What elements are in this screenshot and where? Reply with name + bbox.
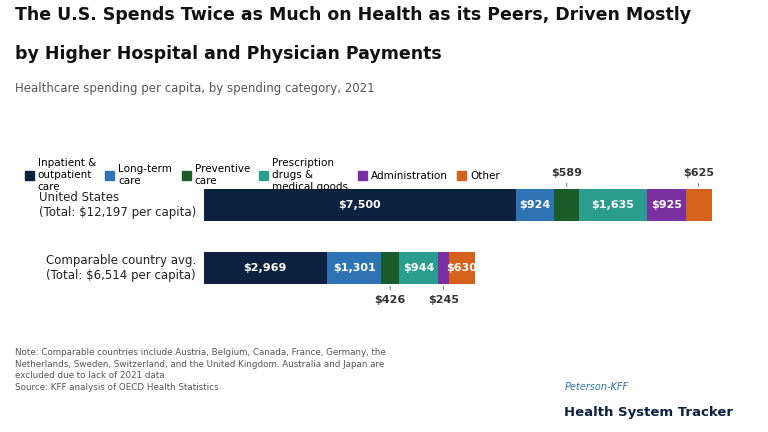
Text: United States
(Total: $12,197 per capita): United States (Total: $12,197 per capita… [38,191,196,219]
Text: by Higher Hospital and Physician Payments: by Higher Hospital and Physician Payment… [15,45,442,64]
Text: $1,635: $1,635 [591,200,634,210]
Text: Healthcare spending per capita, by spending category, 2021: Healthcare spending per capita, by spend… [15,82,375,95]
Bar [647,189,686,221]
Text: Note: Comparable countries include Austria, Belgium, Canada, France, Germany, th: Note: Comparable countries include Austr… [15,348,386,392]
Bar [382,252,399,284]
Text: $589: $589 [551,168,582,187]
Legend: Inpatient &
outpatient
care, Long-term
care, Preventive
care, Prescription
drugs: Inpatient & outpatient care, Long-term c… [21,154,504,196]
Text: $2,969: $2,969 [243,263,287,273]
Bar [204,189,516,221]
Bar [579,189,647,221]
Text: $630: $630 [446,263,477,273]
Bar [516,189,554,221]
Bar [399,252,439,284]
Bar [554,189,579,221]
Text: Peterson-KFF: Peterson-KFF [564,382,628,392]
Bar [449,252,475,284]
Text: $925: $925 [650,200,682,210]
Text: $1,301: $1,301 [333,263,376,273]
Text: $426: $426 [375,286,406,305]
Text: $625: $625 [683,168,714,187]
Bar [439,252,449,284]
Bar [204,252,327,284]
Text: The U.S. Spends Twice as Much on Health as its Peers, Driven Mostly: The U.S. Spends Twice as Much on Health … [15,6,691,25]
Text: $245: $245 [428,286,459,305]
Text: $944: $944 [403,263,435,273]
Bar [327,252,382,284]
Bar [686,189,712,221]
Text: $7,500: $7,500 [339,200,381,210]
Text: $924: $924 [519,200,551,210]
Text: Comparable country avg.
(Total: $6,514 per capita): Comparable country avg. (Total: $6,514 p… [45,254,196,282]
Text: Health System Tracker: Health System Tracker [564,406,733,419]
